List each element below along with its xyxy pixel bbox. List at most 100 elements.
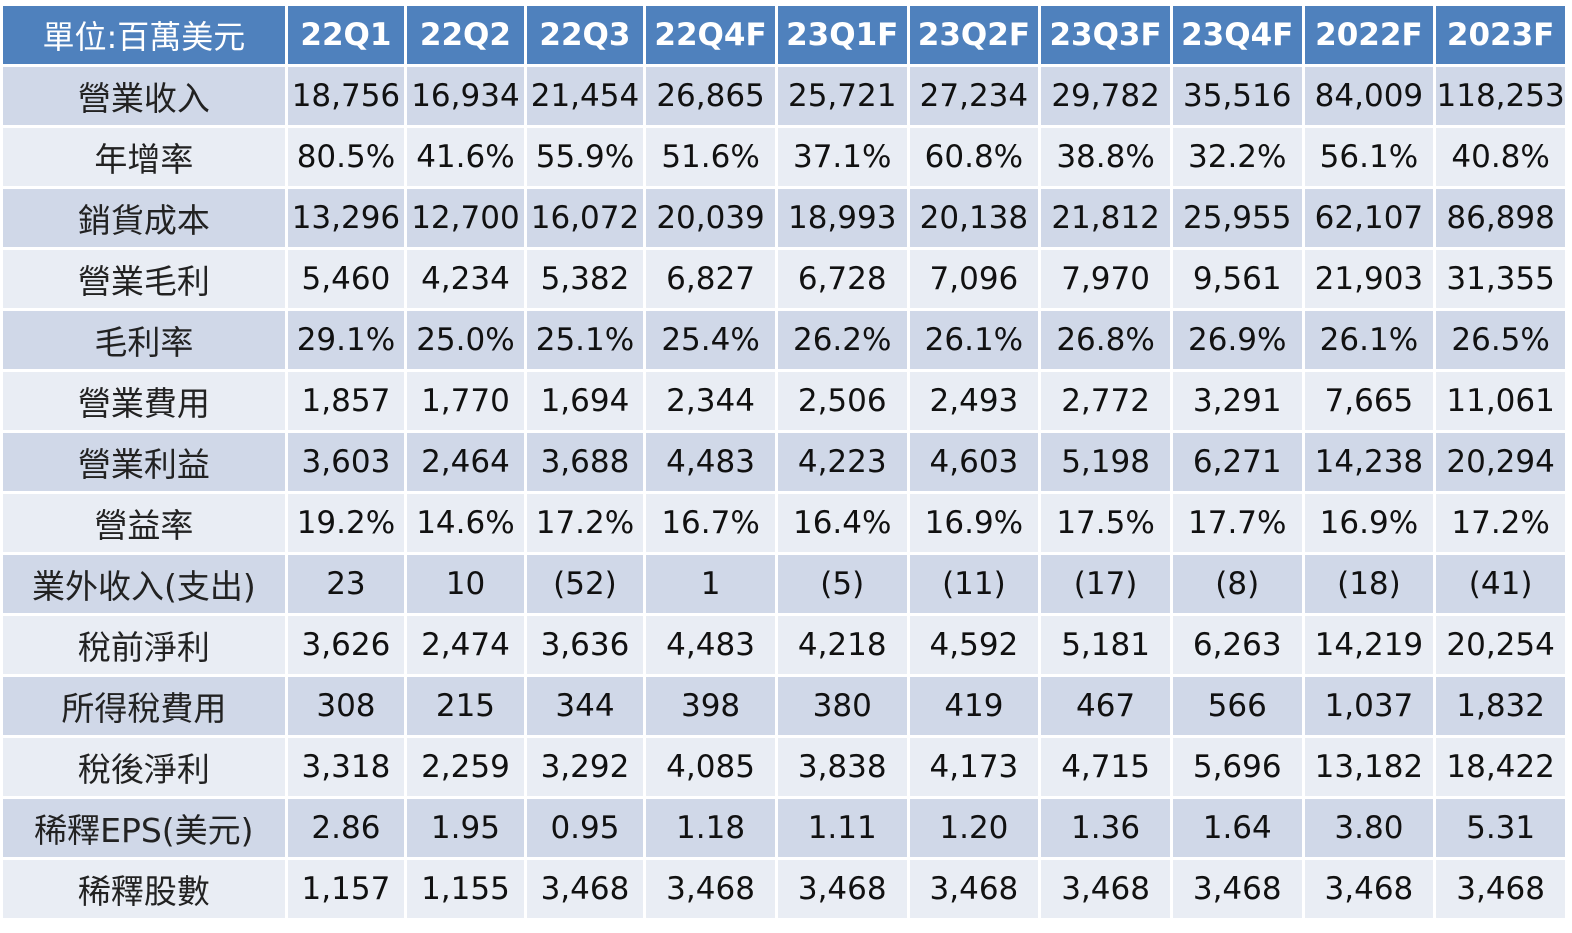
table-cell: 2,772 bbox=[1041, 372, 1170, 430]
table-row: 營業毛利 5,460 4,234 5,382 6,827 6,728 7,096 7,970 9… bbox=[3, 250, 1565, 308]
table-cell: 25,721 bbox=[777, 67, 907, 125]
table-cell: 25.0% bbox=[407, 311, 524, 369]
column-header: 22Q3 bbox=[526, 6, 644, 64]
table-header-row: 單位:百萬美元 22Q1 22Q2 22Q3 22Q4F 23Q1F 23Q2F 23Q3F… bbox=[3, 6, 1565, 64]
table-cell: 3,468 bbox=[1436, 860, 1565, 918]
table-cell: 7,096 bbox=[909, 250, 1039, 308]
table-row: 營業費用 1,857 1,770 1,694 2,344 2,506 2,493 2,772 3… bbox=[3, 372, 1565, 430]
table-cell: 419 bbox=[909, 677, 1039, 735]
table-cell: 11,061 bbox=[1436, 372, 1565, 430]
table-cell: 60.8% bbox=[909, 128, 1039, 186]
table-cell: 35,516 bbox=[1172, 67, 1302, 125]
table-cell: 12,700 bbox=[407, 189, 524, 247]
table-cell: 1,770 bbox=[407, 372, 524, 430]
table-cell: 16.9% bbox=[1304, 494, 1434, 552]
table-cell: 2,464 bbox=[407, 433, 524, 491]
table-cell: 21,454 bbox=[526, 67, 644, 125]
table-cell: 3.80 bbox=[1304, 799, 1434, 857]
table-cell: 6,263 bbox=[1172, 616, 1302, 674]
table-cell: 4,592 bbox=[909, 616, 1039, 674]
table-cell: 1.95 bbox=[407, 799, 524, 857]
table-cell: 23 bbox=[287, 555, 405, 613]
table-cell: 55.9% bbox=[526, 128, 644, 186]
table-cell: (5) bbox=[777, 555, 907, 613]
table-cell: 2,259 bbox=[407, 738, 524, 796]
table-row: 營益率 19.2% 14.6% 17.2% 16.7% 16.4% 16.9% 17.5% 17… bbox=[3, 494, 1565, 552]
table-cell: 17.5% bbox=[1041, 494, 1170, 552]
table-cell: 0.95 bbox=[526, 799, 644, 857]
table-cell: (8) bbox=[1172, 555, 1302, 613]
table-cell: 29.1% bbox=[287, 311, 405, 369]
table-cell: 26.1% bbox=[1304, 311, 1434, 369]
table-cell: 20,254 bbox=[1436, 616, 1565, 674]
table-cell: 3,688 bbox=[526, 433, 644, 491]
table-row: 銷貨成本 13,296 12,700 16,072 20,039 18,993 20,138… bbox=[3, 189, 1565, 247]
row-label: 營業毛利 bbox=[3, 250, 285, 308]
table-cell: 5,181 bbox=[1041, 616, 1170, 674]
row-label: 營業費用 bbox=[3, 372, 285, 430]
table-cell: 6,271 bbox=[1172, 433, 1302, 491]
table-cell: 3,626 bbox=[287, 616, 405, 674]
table-cell: 5,198 bbox=[1041, 433, 1170, 491]
table-row: 毛利率 29.1% 25.0% 25.1% 25.4% 26.2% 26.1% 26.8% 26… bbox=[3, 311, 1565, 369]
table-cell: 3,468 bbox=[646, 860, 775, 918]
table-cell: 18,422 bbox=[1436, 738, 1565, 796]
table-cell: 26.2% bbox=[777, 311, 907, 369]
table-cell: 40.8% bbox=[1436, 128, 1565, 186]
table-cell: 4,715 bbox=[1041, 738, 1170, 796]
table-cell: 25,955 bbox=[1172, 189, 1302, 247]
table-cell: 14,219 bbox=[1304, 616, 1434, 674]
table-cell: 26.5% bbox=[1436, 311, 1565, 369]
table-cell: 21,812 bbox=[1041, 189, 1170, 247]
table-cell: 9,561 bbox=[1172, 250, 1302, 308]
table-cell: 1 bbox=[646, 555, 775, 613]
table-cell: 566 bbox=[1172, 677, 1302, 735]
table-cell: 118,253 bbox=[1436, 67, 1565, 125]
table-cell: 14.6% bbox=[407, 494, 524, 552]
row-label: 營業收入 bbox=[3, 67, 285, 125]
table-cell: 5,382 bbox=[526, 250, 644, 308]
table-cell: 1,832 bbox=[1436, 677, 1565, 735]
table-cell: 4,085 bbox=[646, 738, 775, 796]
row-label: 銷貨成本 bbox=[3, 189, 285, 247]
table-cell: 10 bbox=[407, 555, 524, 613]
table-cell: 26.1% bbox=[909, 311, 1039, 369]
table-cell: 380 bbox=[777, 677, 907, 735]
table-cell: 86,898 bbox=[1436, 189, 1565, 247]
table-row: 稅後淨利 3,318 2,259 3,292 4,085 3,838 4,173 4,715 5… bbox=[3, 738, 1565, 796]
table-cell: 17.2% bbox=[526, 494, 644, 552]
table-cell: (52) bbox=[526, 555, 644, 613]
table-cell: 1.11 bbox=[777, 799, 907, 857]
column-header: 2022F bbox=[1304, 6, 1434, 64]
row-label: 稅前淨利 bbox=[3, 616, 285, 674]
table-cell: 308 bbox=[287, 677, 405, 735]
table-cell: 2,474 bbox=[407, 616, 524, 674]
row-label: 業外收入(支出) bbox=[3, 555, 285, 613]
table-cell: 4,234 bbox=[407, 250, 524, 308]
table-cell: 26.8% bbox=[1041, 311, 1170, 369]
table-row: 業外收入(支出) 23 10 (52) 1 (5) (11) (17) (8) (18) (41) bbox=[3, 555, 1565, 613]
table-cell: 20,138 bbox=[909, 189, 1039, 247]
table-cell: 26.9% bbox=[1172, 311, 1302, 369]
table-cell: 21,903 bbox=[1304, 250, 1434, 308]
table-row: 稅前淨利 3,626 2,474 3,636 4,483 4,218 4,592 5,181 6… bbox=[3, 616, 1565, 674]
column-header: 23Q1F bbox=[777, 6, 907, 64]
column-header: 23Q2F bbox=[909, 6, 1039, 64]
table-cell: 2,344 bbox=[646, 372, 775, 430]
table-cell: 1.36 bbox=[1041, 799, 1170, 857]
table-cell: 467 bbox=[1041, 677, 1170, 735]
table-cell: 38.8% bbox=[1041, 128, 1170, 186]
table-row: 稀釋股數 1,157 1,155 3,468 3,468 3,468 3,468 3,468 3… bbox=[3, 860, 1565, 918]
financial-table-container: 單位:百萬美元 22Q1 22Q2 22Q3 22Q4F 23Q1F 23Q2F 23Q3F… bbox=[0, 3, 1568, 921]
table-cell: 2,493 bbox=[909, 372, 1039, 430]
table-cell: 5,460 bbox=[287, 250, 405, 308]
table-cell: 20,294 bbox=[1436, 433, 1565, 491]
table-cell: 2.86 bbox=[287, 799, 405, 857]
financial-forecast-table: 單位:百萬美元 22Q1 22Q2 22Q3 22Q4F 23Q1F 23Q2F 23Q3F… bbox=[0, 3, 1568, 921]
table-row: 營業收入 18,756 16,934 21,454 26,865 25,721 27,234… bbox=[3, 67, 1565, 125]
table-cell: 16,072 bbox=[526, 189, 644, 247]
table-cell: 13,296 bbox=[287, 189, 405, 247]
table-row: 年增率 80.5% 41.6% 55.9% 51.6% 37.1% 60.8% 38.8% 32… bbox=[3, 128, 1565, 186]
row-label: 營益率 bbox=[3, 494, 285, 552]
table-cell: 4,483 bbox=[646, 433, 775, 491]
